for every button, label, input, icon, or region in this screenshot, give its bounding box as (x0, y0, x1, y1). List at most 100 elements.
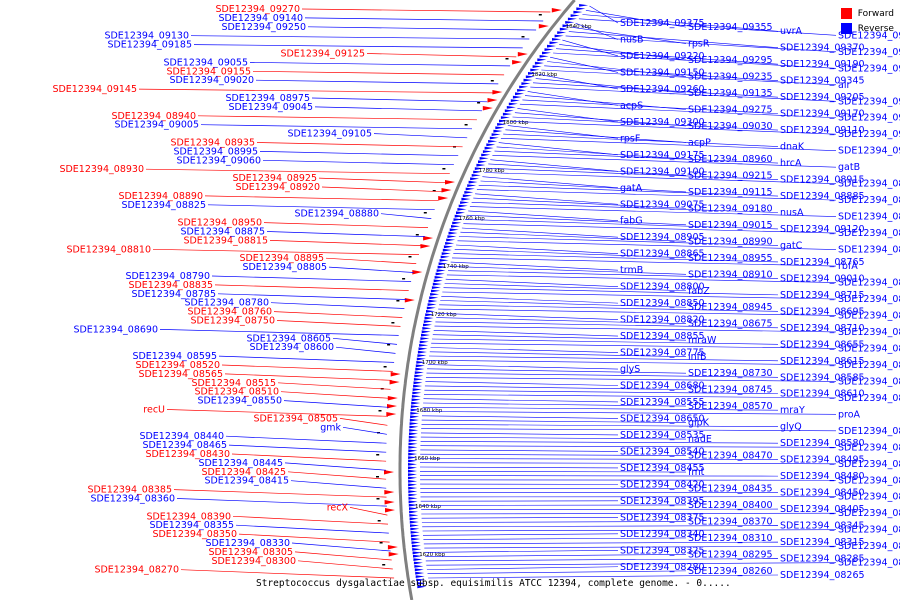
right-gene-connector (426, 372, 779, 378)
reverse-gene-arrow (408, 480, 418, 483)
reverse-gene-arrow (478, 160, 487, 164)
reverse-gene-arrow (552, 38, 561, 41)
right-gene-connector (544, 65, 779, 81)
right-gene-label: trmB (620, 265, 643, 276)
left-gene-connector (290, 480, 387, 489)
left-gene-label: SDE12394_08940 (111, 111, 196, 122)
left-gene-label: recX (327, 502, 349, 513)
reverse-gene-arrow (408, 483, 418, 487)
forward-gene-arrow (388, 552, 399, 557)
right-gene-label: SDE12394_08260 (688, 566, 773, 577)
right-gene-label: gatC (780, 240, 803, 251)
forward-gene-arrow (423, 236, 434, 241)
right-gene-connector (421, 419, 687, 423)
reverse-gene-arrow (434, 276, 444, 279)
right-gene-connector (436, 317, 687, 325)
right-gene-label: SDE12394_08410 (838, 508, 900, 519)
reverse-gene-arrow (414, 565, 424, 568)
right-gene-connector (422, 406, 779, 411)
left-gene-connector (311, 97, 488, 103)
left-gene-connector (173, 489, 387, 498)
left-gene-label: SDE12394_09270 (215, 4, 300, 15)
right-gene-label: SDE12394_08855 (620, 331, 705, 342)
right-gene-connector (426, 562, 837, 566)
right-gene-connector (547, 61, 687, 77)
reverse-gene-arrow (467, 184, 477, 187)
left-gene-label: SDE12394_08515 (191, 378, 276, 389)
right-gene-connector (420, 432, 619, 436)
left-gene-label: SDE12394_08925 (232, 173, 317, 184)
reverse-gene-arrow (431, 286, 441, 290)
reverse-gene-arrow (500, 116, 510, 119)
right-gene-label: SDE12394_08885 (780, 191, 865, 202)
right-gene-label: SDE12394_08450 (780, 488, 865, 499)
reverse-gene-arrow (471, 174, 481, 177)
left-gene-label: SDE12394_08750 (190, 316, 275, 327)
right-gene-connector (473, 197, 687, 209)
reverse-gene-arrow (440, 255, 450, 259)
right-gene-label: glpK (688, 418, 710, 429)
reverse-gene-arrow (542, 51, 551, 55)
right-gene-label: gatB (838, 162, 860, 173)
right-gene-label: SDE12394_09135 (688, 88, 773, 99)
forward-gene-arrow (517, 52, 528, 57)
reverse-gene-arrow (489, 136, 499, 140)
left-gene-label: SDE12394_08995 (173, 146, 258, 157)
outer-track-mark (464, 124, 468, 126)
right-gene-connector (575, 22, 619, 40)
right-gene-label: SDE12394_08740 (838, 278, 900, 289)
left-gene-connector (238, 533, 390, 543)
left-gene-label: SDE12394_08815 (183, 235, 268, 246)
right-gene-label: SDE12394_08655 (780, 339, 865, 350)
right-gene-connector (441, 296, 619, 304)
left-gene-label: SDE12394_08445 (198, 458, 283, 469)
right-gene-label: SDE12394_08990 (688, 236, 773, 247)
right-gene-connector (496, 146, 687, 160)
left-gene-connector (318, 177, 446, 184)
right-gene-connector (428, 574, 779, 579)
right-gene-label: SDE12394_08295 (688, 549, 773, 560)
reverse-gene-arrow (421, 333, 430, 337)
left-gene-label: SDE12394_08330 (205, 538, 290, 549)
right-gene-connector (420, 453, 687, 456)
left-gene-connector (366, 53, 517, 58)
reverse-gene-arrow (411, 537, 421, 541)
right-gene-label: SDE12394_08960 (688, 154, 773, 165)
right-gene-label: SDE12394_08700 (838, 343, 900, 354)
legend-reverse: Reverse (840, 23, 894, 34)
right-gene-connector (429, 351, 687, 357)
left-gene-connector (197, 115, 477, 121)
reverse-gene-arrow (408, 497, 418, 500)
right-gene-label: SDE12394_09355 (688, 22, 773, 33)
right-gene-connector (484, 172, 837, 184)
right-gene-connector (480, 180, 687, 193)
right-gene-connector (582, 14, 779, 32)
left-gene-connector (255, 79, 499, 85)
reverse-gene-arrow (435, 272, 445, 276)
reverse-gene-arrow (409, 517, 419, 521)
right-gene-connector (431, 342, 837, 349)
right-gene-label: SDE12394_09070 (838, 113, 900, 124)
right-gene-label: SDE12394_08280 (620, 562, 705, 573)
reverse-gene-arrow (430, 293, 440, 296)
left-gene-connector (176, 498, 387, 507)
outer-track-mark (376, 498, 380, 500)
right-gene-connector (458, 236, 779, 246)
right-gene-label: SDE12394_08730 (688, 368, 773, 379)
right-gene-label: gatA (620, 183, 643, 194)
right-gene-label: SDE12394_08650 (620, 413, 705, 424)
right-gene-label: SDE12394_08580 (780, 438, 865, 449)
right-gene-connector (503, 133, 779, 147)
left-gene-connector (314, 106, 483, 112)
reverse-gene-arrow (506, 106, 516, 109)
left-gene-connector (270, 302, 405, 309)
left-gene-label: SDE12394_08355 (149, 520, 234, 531)
right-gene-connector (449, 266, 687, 275)
reverse-gene-arrow (482, 150, 492, 153)
left-gene-connector (342, 426, 387, 435)
reverse-gene-arrow (437, 265, 447, 269)
right-gene-label: SDE12394_08325 (620, 545, 705, 556)
reverse-gene-arrow (408, 456, 418, 460)
right-gene-label: alr (838, 80, 850, 91)
right-gene-connector (476, 189, 837, 201)
